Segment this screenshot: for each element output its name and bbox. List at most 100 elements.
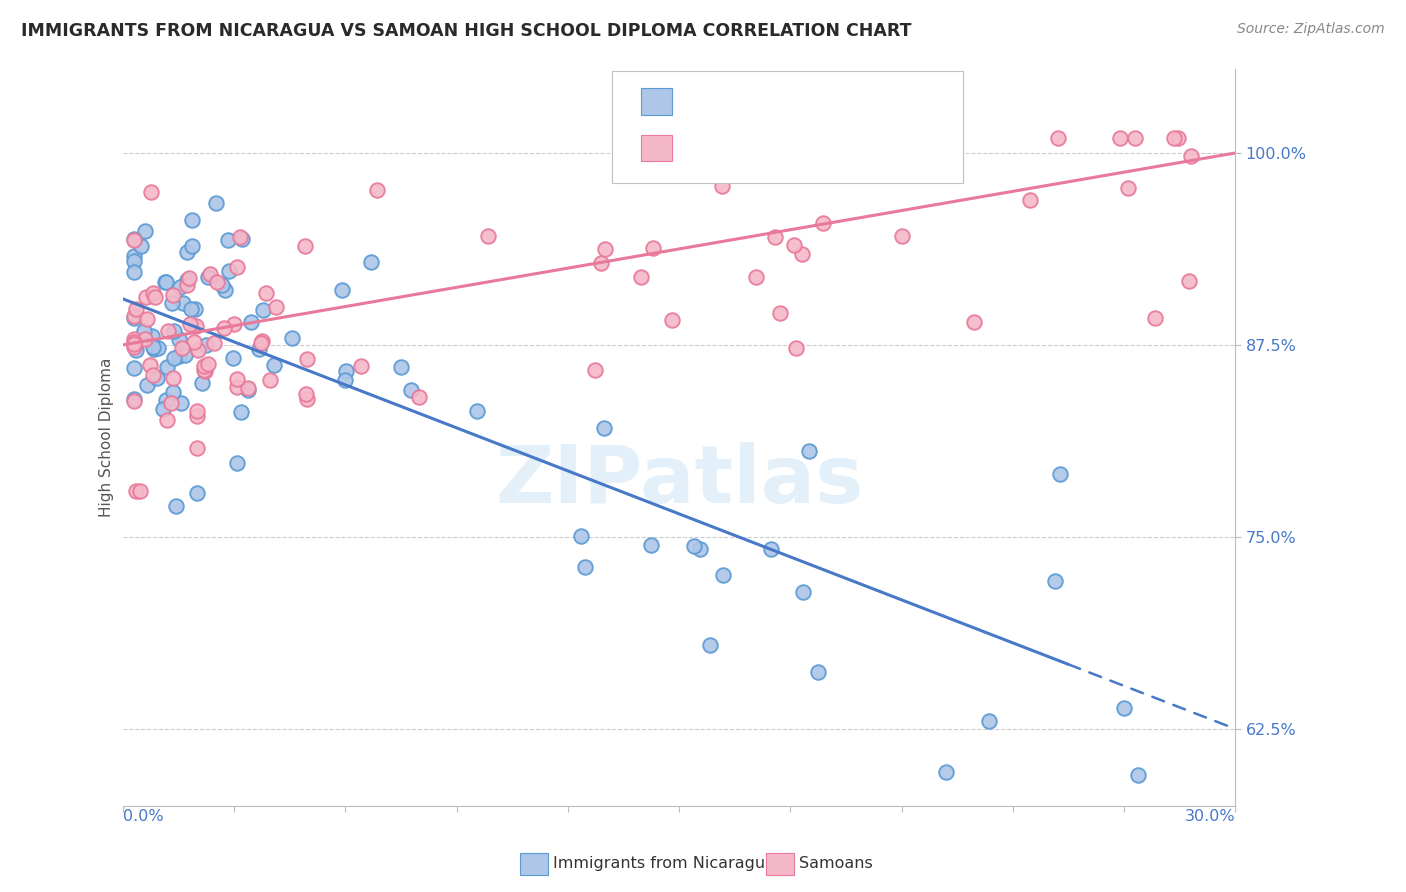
Point	[143, 342, 166, 356]
Point	[122, 310, 145, 325]
Point	[167, 349, 190, 363]
Point	[335, 364, 357, 378]
Point	[254, 286, 277, 301]
Point	[408, 390, 430, 404]
Point	[142, 340, 165, 354]
Point	[332, 283, 354, 297]
Point	[389, 360, 412, 375]
Point	[122, 340, 145, 354]
Point	[797, 444, 820, 458]
Point	[141, 329, 163, 343]
Point	[782, 238, 804, 252]
Point	[240, 315, 263, 329]
Text: 0.0%: 0.0%	[122, 809, 163, 823]
Point	[202, 335, 225, 350]
Point	[935, 764, 957, 779]
Point	[163, 351, 186, 365]
Point	[214, 284, 236, 298]
Point	[711, 567, 734, 582]
Point	[250, 336, 273, 351]
Point	[224, 318, 246, 332]
Point	[217, 234, 239, 248]
Point	[226, 372, 249, 386]
Point	[160, 295, 183, 310]
Point	[170, 341, 193, 355]
Point	[176, 278, 198, 293]
Point	[1163, 130, 1185, 145]
Point	[122, 360, 145, 375]
Point	[366, 183, 388, 197]
Point	[465, 404, 488, 418]
Point	[198, 268, 221, 282]
Point	[136, 312, 159, 326]
Text: Samoans: Samoans	[799, 856, 872, 871]
Point	[1180, 149, 1202, 163]
Point	[763, 229, 786, 244]
Point	[226, 456, 249, 470]
Point	[197, 269, 219, 284]
Point	[744, 269, 766, 284]
Point	[236, 383, 259, 397]
Point	[134, 223, 156, 237]
Point	[226, 260, 249, 275]
Point	[1049, 467, 1071, 481]
Text: Immigrants from Nicaragua: Immigrants from Nicaragua	[553, 856, 775, 871]
Point	[218, 264, 240, 278]
Point	[661, 313, 683, 327]
Point	[252, 302, 274, 317]
Point	[122, 265, 145, 279]
Point	[785, 341, 807, 355]
Point	[264, 301, 287, 315]
Point	[136, 377, 159, 392]
Point	[156, 359, 179, 374]
Point	[162, 384, 184, 399]
Point	[1143, 311, 1166, 326]
Point	[174, 348, 197, 362]
Point	[641, 241, 664, 255]
Point	[186, 485, 208, 500]
Point	[205, 275, 228, 289]
Point	[699, 638, 721, 652]
Point	[1167, 130, 1189, 145]
Point	[228, 230, 250, 244]
Point	[350, 359, 373, 373]
Point	[143, 290, 166, 304]
Point	[1047, 130, 1070, 145]
Point	[595, 242, 617, 256]
Point	[222, 351, 245, 365]
Point	[759, 541, 782, 556]
Point	[574, 560, 596, 574]
Point	[124, 301, 146, 316]
Point	[163, 324, 186, 338]
Point	[183, 334, 205, 349]
Point	[179, 318, 201, 332]
Point	[186, 404, 208, 418]
Point	[122, 332, 145, 346]
Point	[172, 296, 194, 310]
Point	[179, 270, 201, 285]
Point	[295, 351, 318, 366]
Point	[589, 256, 612, 270]
Point	[142, 368, 165, 382]
Point	[401, 383, 423, 397]
Point	[146, 371, 169, 385]
Point	[193, 363, 215, 377]
Point	[1045, 574, 1067, 588]
Text: Source: ZipAtlas.com: Source: ZipAtlas.com	[1237, 22, 1385, 37]
Text: -0.463: -0.463	[718, 93, 778, 111]
Point	[583, 363, 606, 377]
Point	[183, 301, 205, 316]
Point	[259, 374, 281, 388]
Point	[569, 529, 592, 543]
Point	[155, 392, 177, 407]
Point	[792, 585, 814, 599]
Point	[1114, 701, 1136, 715]
Point	[139, 358, 162, 372]
Point	[238, 381, 260, 395]
Point	[122, 232, 145, 246]
Point	[683, 539, 706, 553]
Point	[186, 441, 208, 455]
Point	[146, 341, 169, 355]
Point	[186, 319, 208, 334]
Point	[194, 364, 217, 378]
